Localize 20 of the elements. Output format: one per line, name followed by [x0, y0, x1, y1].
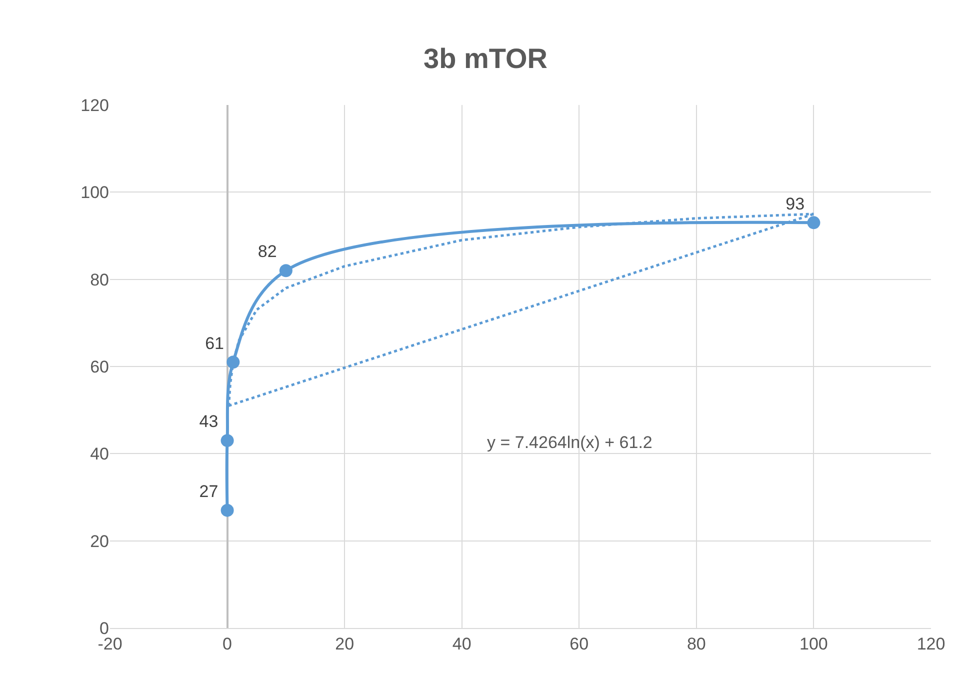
y-tick-label: 20	[90, 532, 109, 551]
x-tick-label: 60	[570, 634, 589, 654]
data-label: 82	[258, 242, 277, 262]
y-tick-label: 80	[90, 270, 109, 290]
chart-title: 3b mTOR	[424, 42, 548, 74]
x-tick-label: 120	[916, 634, 946, 654]
x-tick-label: 100	[800, 634, 828, 654]
x-tick-label: 40	[452, 634, 472, 654]
data-label: 43	[199, 412, 218, 432]
y-tick-label: 60	[90, 357, 109, 376]
x-tick-label: 80	[686, 634, 706, 654]
y-tick-label: 40	[90, 444, 109, 464]
y-tick-label: 120	[80, 96, 109, 115]
x-tick-label: 0	[222, 634, 232, 654]
annotation: y = 7.4264ln(x) + 61.2	[487, 433, 652, 452]
data-label: 93	[786, 194, 805, 214]
x-tick-label: 20	[335, 634, 354, 654]
y-tick-label: 100	[80, 183, 109, 202]
data-label: 27	[199, 482, 218, 501]
data-label: 61	[205, 334, 224, 353]
